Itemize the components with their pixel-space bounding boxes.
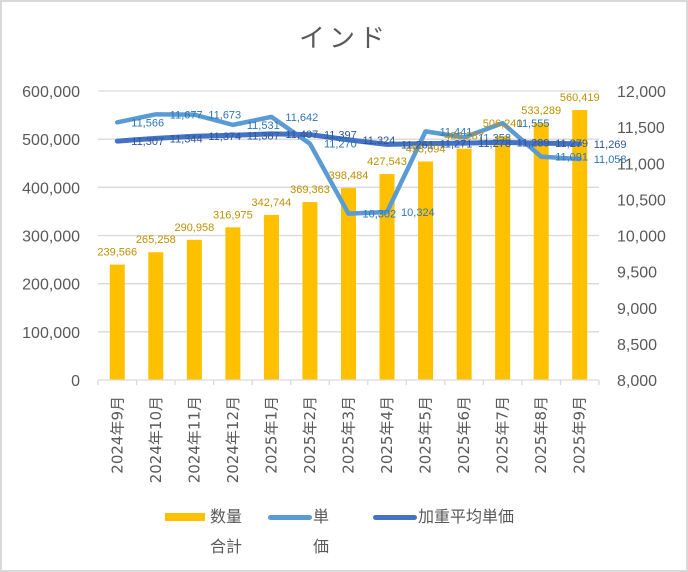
bar-quantity-total[interactable] [186,239,202,380]
unit-price-data-label: 11,058 [594,154,627,166]
y-left-tick-label: 200,000 [22,277,80,294]
x-category-label: 2025年9月 [571,396,589,474]
bar-data-label: 453,694 [406,143,446,155]
unit-price-data-label: 11,091 [555,152,588,164]
y-right-tick-label: 9,000 [617,301,657,318]
x-category-label: 2025年6月 [455,396,473,474]
line-series [114,112,583,216]
x-category-label: 2025年7月 [494,396,512,474]
bar-data-label: 427,543 [367,156,407,168]
weighted-average-data-label: 11,279 [555,138,588,150]
bar-quantity-total[interactable] [341,188,356,380]
bar-data-label: 398,484 [329,170,369,182]
unit-price-data-label: 11,677 [170,109,203,121]
unit-price-data-label: 11,531 [247,120,280,132]
y-right-tick-label: 8,500 [617,337,657,354]
unit-price-data-label: 11,270 [324,139,357,151]
unit-price-data-label: 11,441 [440,126,473,138]
bar-quantity-total[interactable] [533,123,549,381]
y-right-tick-label: 11,500 [617,120,665,137]
weighted-average-data-label: 11,307 [131,136,164,148]
unit-price-data-label: 11,673 [208,110,241,122]
bar-data-label: 342,744 [252,197,292,209]
bar-data-label: 480,287 [444,131,484,143]
weighted-average-data-label: 11,324 [363,135,396,147]
line-weighted-average-price[interactable] [114,131,583,147]
y-right-tick-label: 10,500 [617,192,666,209]
bar-quantity-total[interactable] [572,110,588,380]
x-category-label: 2025年1月 [262,396,280,474]
bar-quantity-total[interactable] [263,214,279,380]
bar-series-quantity-total [109,110,588,381]
weighted-average-data-label: 11,374 [208,131,241,143]
y-left-tick-label: 100,000 [22,325,80,342]
x-category-label: 2025年5月 [417,396,435,474]
y-right-tick-label: 10,000 [617,229,666,246]
y-left-tick-label: 500,000 [22,132,80,149]
x-category-label: 2024年12月 [224,396,242,483]
weighted-average-data-label: 11,271 [440,139,473,151]
bar-quantity-total[interactable] [495,136,511,380]
unit-price-data-label: 11,566 [131,117,164,129]
y-left-tick-label: 600,000 [22,84,80,101]
weighted-average-data-label: 11,407 [285,129,318,141]
bar-data-label: 290,958 [174,222,214,234]
bar-quantity-total[interactable] [148,252,164,380]
y-left-tick-label: 0 [71,373,80,390]
bar-data-label: 369,363 [290,184,330,196]
bar-data-label: 533,289 [521,105,561,117]
unit-price-data-label: 11,358 [478,132,511,144]
weighted-average-data-label: 11,397 [324,130,357,142]
weighted-average-data-label: 11,289 [517,137,550,149]
chart-title: インド [298,24,389,54]
x-category-label: 2025年4月 [378,396,396,474]
weighted-average-data-label: 11,387 [247,130,280,142]
bar-data-label: 239,566 [97,247,137,259]
y-right-tick-label: 11,000 [617,156,665,173]
unit-price-data-label: 10,302 [363,209,397,221]
x-category-label: 2025年2月 [301,396,319,474]
x-category-label: 2024年10月 [147,396,165,483]
y-right-tick-label: 9,500 [617,265,657,282]
line-unit-price[interactable] [115,112,582,216]
x-category-label: 2025年3月 [340,396,358,474]
data-labels: 239,566265,258290,958316,975342,744369,3… [97,92,626,259]
y-right-tick-label: 8,000 [617,373,657,390]
bar-quantity-total[interactable] [109,264,125,380]
bar-quantity-total[interactable] [225,227,241,380]
weighted-average-data-label: 11,261 [401,139,434,151]
y-left-tick-label: 300,000 [22,229,80,246]
axes: 0 100,000 200,000 300,000 400,000 500,000 600,… [22,84,666,483]
unit-price-data-label: 11,642 [285,112,318,124]
y-right-tick-label: 12,000 [617,84,666,101]
y-left-tick-label: 400,000 [22,180,80,197]
unit-price-data-label: 10,324 [401,207,435,219]
weighted-average-data-label: 11,344 [170,133,203,145]
bar-quantity-total[interactable] [379,174,395,380]
bar-quantity-total[interactable] [456,148,472,380]
x-category-label: 2024年11月 [185,396,203,483]
x-category-label: 2025年8月 [532,396,550,474]
bar-quantity-total[interactable] [418,161,434,380]
x-category-label: 2024年9月 [108,396,126,474]
bar-data-label: 265,258 [136,234,176,246]
bar-quantity-total[interactable] [302,202,318,380]
weighted-average-data-label: 11,269 [594,139,627,151]
unit-price-data-label: 11,555 [517,118,550,130]
weighted-average-data-label: 11,278 [478,138,511,150]
bar-data-label: 316,975 [213,209,253,221]
bar-data-label: 560,419 [560,92,600,104]
bar-data-label: 506,240 [483,118,523,130]
